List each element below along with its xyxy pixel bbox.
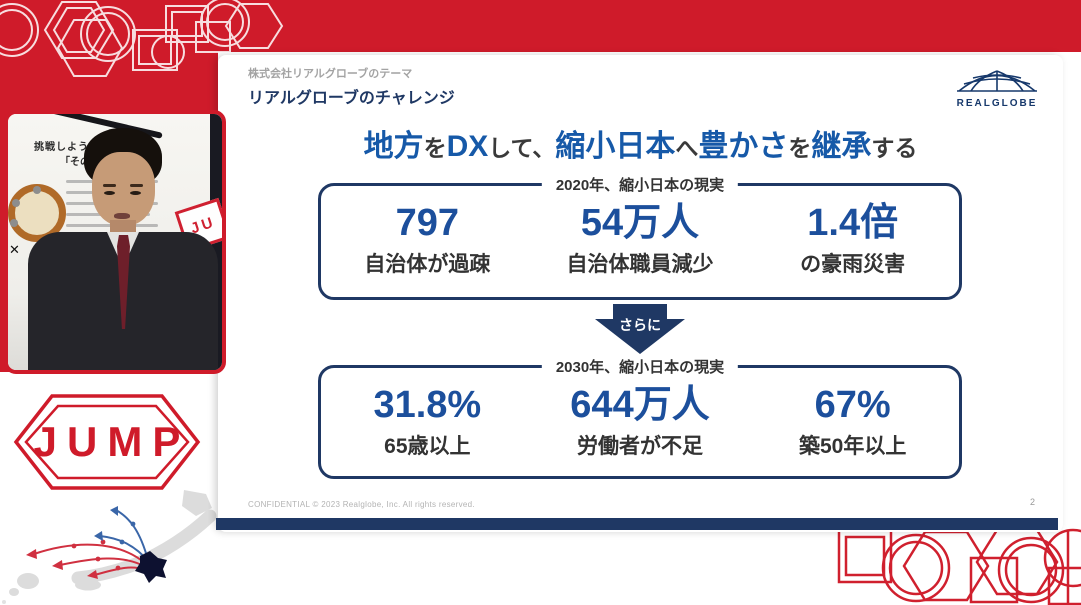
stat-label: 65歳以上 <box>384 434 471 458</box>
stat-item: 67% 築50年以上 <box>746 384 959 476</box>
stat-value: 67% <box>814 384 891 426</box>
heading-segment: 地方 <box>363 130 424 163</box>
tokyo-marker <box>135 551 167 583</box>
heading-segment: する <box>871 135 918 161</box>
stat-value: 31.8% <box>373 384 482 426</box>
top-left-deco-shapes <box>0 0 284 77</box>
stat-label: 築50年以上 <box>799 434 907 458</box>
heading-segment: を <box>423 135 447 161</box>
stat-value: 54万人 <box>580 202 700 244</box>
jump-logo-text: JUMP <box>34 418 191 465</box>
stat-value: 644万人 <box>570 384 710 426</box>
presenter-mouth <box>114 213 130 219</box>
realglobe-globe-icon <box>957 70 1037 92</box>
down-arrow-label: さらに <box>619 317 661 333</box>
poster-x-mark: ✕ <box>9 242 20 257</box>
heading-segment: 豊かさ <box>698 130 789 163</box>
realglobe-logo: REALGLOBE <box>951 70 1043 109</box>
jump-logo: JUMP <box>13 394 201 490</box>
stats-box-2030: 2030年、縮小日本の現実 31.8% 65歳以上 644万人 労働者が不足 6… <box>318 356 962 479</box>
presenter-video[interactable]: 挑戦しよう、 「その ✕ JU <box>4 110 226 374</box>
japan-map-graphic <box>2 490 217 604</box>
heading-segment: して、 <box>488 135 556 161</box>
stats-box-2020-header: 2020年、縮小日本の現実 <box>541 174 739 195</box>
stat-value: 1.4倍 <box>807 202 899 244</box>
page-number: 2 <box>1029 497 1035 507</box>
migration-arrows-blue <box>99 509 150 563</box>
stat-label: 自治体職員減少 <box>566 252 714 276</box>
down-arrow: さらに <box>595 304 685 354</box>
stat-label: 自治体が過疎 <box>364 252 491 276</box>
confidential-footer: CONFIDENTIAL © 2023 Realglobe, Inc. All … <box>248 500 475 509</box>
stat-item: 644万人 労働者が不足 <box>534 384 747 476</box>
stats-row: 31.8% 65歳以上 644万人 労働者が不足 67% 築50年以上 <box>321 368 959 476</box>
stats-box-2030-header: 2030年、縮小日本の現実 <box>541 356 739 377</box>
stat-item: 54万人 自治体職員減少 <box>534 202 747 297</box>
realglobe-logo-text: REALGLOBE <box>956 98 1038 109</box>
heading-segment: DX <box>446 130 489 163</box>
bottom-right-deco-shapes <box>837 528 1081 605</box>
heading-segment: 継承 <box>811 130 872 163</box>
footer-navy-bar <box>216 518 1058 530</box>
presenter-eye <box>104 191 115 195</box>
poster-subtitle-text: 「その <box>60 157 90 168</box>
presenter-eyebrow <box>130 184 143 187</box>
slide-eyebrow: 株式会社リアルグローブのテーマ <box>248 68 413 80</box>
stats-box-2020: 2020年、縮小日本の現実 797 自治体が過疎 54万人 自治体職員減少 1.… <box>318 174 962 300</box>
presenter-eyebrow <box>103 184 116 187</box>
stat-label: の豪雨災害 <box>800 252 906 276</box>
heading-segment: へ <box>675 135 699 161</box>
heading-segment: を <box>788 135 812 161</box>
slide-title: リアルグローブのチャレンジ <box>248 90 455 107</box>
poster-title-text: 挑戦しよう、 <box>34 142 100 153</box>
stat-item: 31.8% 65歳以上 <box>321 384 534 476</box>
stat-label: 労働者が不足 <box>577 434 703 458</box>
stat-item: 797 自治体が過疎 <box>321 202 534 297</box>
stat-value: 797 <box>395 202 460 244</box>
heading-segment: 縮小日本 <box>555 130 676 163</box>
slide: 株式会社リアルグローブのテーマ リアルグローブのチャレンジ REALGLOBE … <box>216 55 1063 532</box>
slide-heading: 地方をDXして、縮小日本へ豊かさを継承する <box>218 121 1063 165</box>
presenter-eye <box>130 191 141 195</box>
stats-row: 797 自治体が過疎 54万人 自治体職員減少 1.4倍 の豪雨災害 <box>321 186 959 297</box>
stat-item: 1.4倍 の豪雨災害 <box>746 202 959 297</box>
